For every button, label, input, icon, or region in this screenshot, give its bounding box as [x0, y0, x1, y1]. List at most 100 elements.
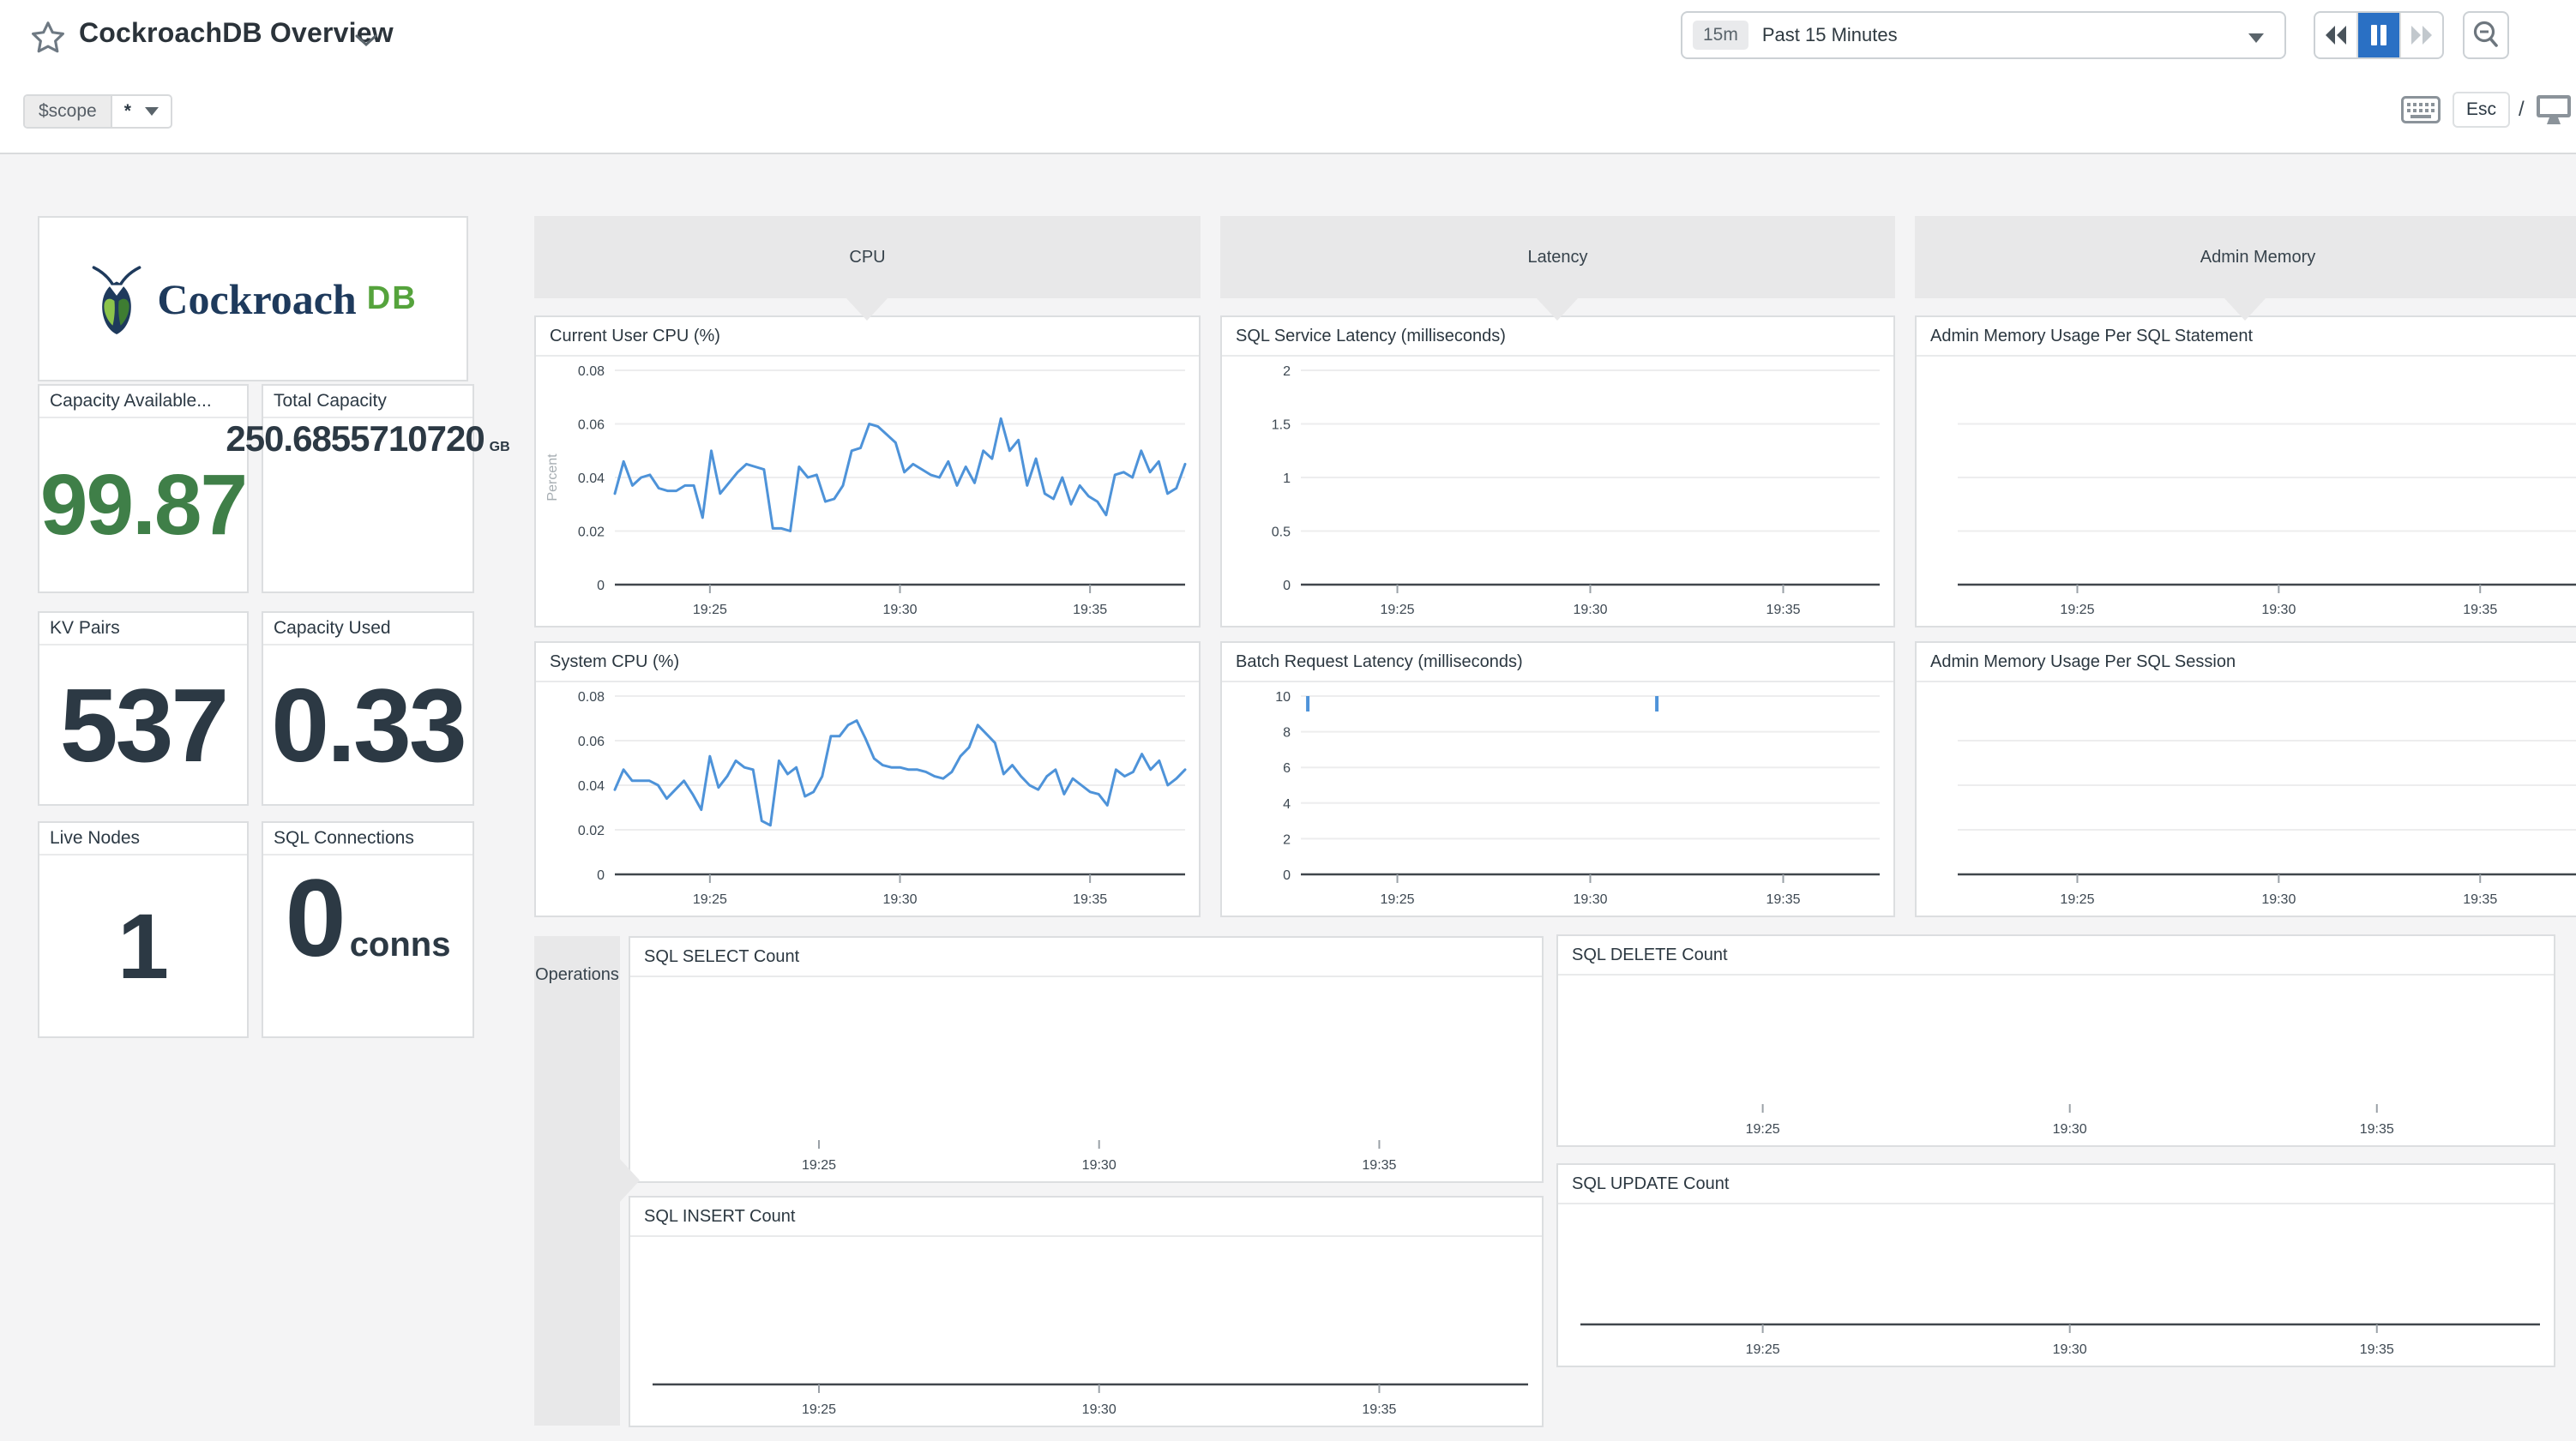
svg-text:19:25: 19:25	[693, 892, 727, 907]
svg-text:0: 0	[597, 579, 605, 593]
fast-forward-button[interactable]	[2399, 13, 2442, 57]
svg-text:19:25: 19:25	[1380, 603, 1414, 617]
chart-card-system-cpu: System CPU (%) 0.08 0.06 0.04 0.02 0 19:25 19:…	[534, 641, 1201, 917]
chart-card-sql-update-count: SQL UPDATE Count 19:25 19:30 19:35	[1556, 1163, 2555, 1367]
svg-text:2: 2	[1283, 364, 1291, 379]
time-range-selector[interactable]: 15m Past 15 Minutes	[1681, 11, 2286, 59]
svg-text:0.04: 0.04	[578, 471, 605, 486]
page-title: CockroachDB Overview	[79, 17, 394, 48]
svg-text:19:25: 19:25	[1746, 1342, 1780, 1357]
chart-plot-sql-update-count[interactable]: 19:25 19:30 19:35	[1558, 1204, 2554, 1366]
stat-value: 537	[59, 666, 230, 784]
svg-text:0.06: 0.06	[578, 735, 605, 749]
chart-title: SQL DELETE Count	[1558, 936, 2554, 976]
svg-text:19:35: 19:35	[2360, 1122, 2394, 1137]
svg-text:19:25: 19:25	[1380, 892, 1414, 907]
chart-plot-admin-memory-statement[interactable]: 19:25 19:30 19:35	[1917, 357, 2576, 626]
group-header-operations: Operations	[534, 936, 620, 1426]
star-icon[interactable]	[29, 19, 67, 57]
svg-text:19:35: 19:35	[1073, 892, 1107, 907]
chart-plot-sql-delete-count[interactable]: 19:25 19:30 19:35	[1558, 976, 2554, 1145]
keyboard-icon	[2401, 96, 2441, 123]
chart-card-admin-memory-statement: Admin Memory Usage Per SQL Statement 19:…	[1915, 315, 2576, 627]
group-notch	[619, 1158, 640, 1203]
svg-text:19:35: 19:35	[2463, 892, 2497, 907]
shortcut-separator: /	[2519, 98, 2525, 121]
chart-title: SQL SELECT Count	[630, 938, 1542, 977]
stat-title: KV Pairs	[39, 613, 247, 645]
chart-title: Admin Memory Usage Per SQL Statement	[1917, 317, 2576, 357]
chart-title: Batch Request Latency (milliseconds)	[1222, 643, 1893, 682]
group-notch	[1537, 298, 1578, 321]
chevron-down-icon	[2248, 33, 2264, 43]
stat-card-live-nodes: Live Nodes 1	[38, 821, 249, 1038]
svg-text:19:30: 19:30	[1082, 1158, 1116, 1173]
chart-card-admin-memory-session: Admin Memory Usage Per SQL Session 19:25…	[1915, 641, 2576, 917]
svg-text:0.06: 0.06	[578, 418, 605, 433]
svg-text:19:25: 19:25	[2060, 892, 2094, 907]
svg-text:2: 2	[1283, 832, 1291, 847]
chart-plot-sql-service-latency[interactable]: 2 1.5 1 0.5 0 19:25 19:30 19:35	[1222, 357, 1893, 626]
chart-title: Current User CPU (%)	[536, 317, 1199, 357]
stat-card-kv-pairs: KV Pairs 537	[38, 611, 249, 806]
svg-text:19:35: 19:35	[2463, 603, 2497, 617]
zoom-out-icon	[2473, 21, 2498, 47]
svg-text:8: 8	[1283, 726, 1291, 741]
svg-text:4: 4	[1283, 797, 1291, 812]
chevron-down-icon[interactable]	[353, 33, 379, 48]
svg-text:0.5: 0.5	[1272, 525, 1291, 540]
svg-text:10: 10	[1275, 690, 1291, 705]
stat-value: 99.87	[39, 456, 248, 553]
svg-text:19:35: 19:35	[1766, 892, 1800, 907]
chart-title: SQL INSERT Count	[630, 1198, 1542, 1237]
time-range-badge: 15m	[1693, 21, 1748, 50]
template-variable-scope[interactable]: $scope *	[23, 94, 172, 129]
chart-plot-admin-memory-session[interactable]: 19:25 19:30 19:35	[1917, 682, 2576, 916]
svg-text:0.04: 0.04	[578, 779, 605, 794]
stat-card-sql-connections: SQL Connections 0 conns	[262, 821, 474, 1038]
svg-text:19:30: 19:30	[1573, 603, 1607, 617]
svg-text:19:30: 19:30	[882, 892, 917, 907]
top-header-bar: CockroachDB Overview 15m Past 15 Minutes	[0, 0, 2576, 154]
svg-text:19:35: 19:35	[1362, 1402, 1396, 1417]
chart-card-sql-insert-count: SQL INSERT Count 19:25 19:30 19:35	[629, 1196, 1544, 1427]
stat-title: Capacity Used	[263, 613, 472, 645]
cockroachdb-logo-card: Cockroach DB	[38, 216, 468, 381]
svg-text:19:30: 19:30	[882, 603, 917, 617]
stat-title: Live Nodes	[39, 823, 247, 856]
rewind-button[interactable]	[2315, 13, 2356, 57]
svg-text:19:35: 19:35	[1766, 603, 1800, 617]
svg-text:19:30: 19:30	[2261, 603, 2296, 617]
fast-forward-icon	[2411, 26, 2432, 45]
svg-text:19:25: 19:25	[802, 1158, 836, 1173]
stat-card-total-capacity: Total Capacity 250.6855710720 GB	[226, 384, 510, 593]
chart-plot-sql-select-count[interactable]: 19:25 19:30 19:35	[630, 977, 1542, 1181]
group-header-admin-memory: Admin Memory	[1915, 216, 2576, 298]
rewind-icon	[2326, 26, 2346, 45]
stat-title: Capacity Available...	[39, 386, 247, 418]
svg-text:19:30: 19:30	[1082, 1402, 1116, 1417]
group-header-latency: Latency	[1220, 216, 1895, 298]
chart-title: SQL Service Latency (milliseconds)	[1222, 317, 1893, 357]
group-notch	[2224, 298, 2266, 321]
svg-text:19:35: 19:35	[1362, 1158, 1396, 1173]
group-header-cpu: CPU	[534, 216, 1201, 298]
svg-text:0.02: 0.02	[578, 525, 605, 540]
chart-card-batch-request-latency: Batch Request Latency (milliseconds) 10 8…	[1220, 641, 1895, 917]
pause-button[interactable]	[2356, 13, 2399, 57]
logo-brand-suffix: DB	[366, 280, 418, 316]
stat-card-capacity-used: Capacity Used 0.33	[262, 611, 474, 806]
monitor-icon[interactable]	[2535, 93, 2573, 126]
chart-plot-current-user-cpu[interactable]: 0.08 0.06 0.04 0.02 0 19:25 19:30 19:35 Percent	[536, 357, 1199, 626]
scope-variable-name: $scope	[25, 96, 112, 127]
stat-value: 0	[285, 857, 346, 980]
shortcut-hint-bar: Esc /	[2401, 89, 2573, 130]
stat-title: Total Capacity	[263, 386, 472, 418]
svg-text:19:30: 19:30	[2261, 892, 2296, 907]
cockroach-bug-icon	[92, 265, 141, 334]
chart-plot-sql-insert-count[interactable]: 19:25 19:30 19:35	[630, 1237, 1542, 1426]
svg-text:19:25: 19:25	[2060, 603, 2094, 617]
chart-plot-batch-request-latency[interactable]: 10 8 6 4 2 0 19:25 19:30 19:35	[1222, 682, 1893, 916]
chart-plot-system-cpu[interactable]: 0.08 0.06 0.04 0.02 0 19:25 19:30 19:35	[536, 682, 1199, 916]
zoom-out-button[interactable]	[2463, 11, 2509, 59]
